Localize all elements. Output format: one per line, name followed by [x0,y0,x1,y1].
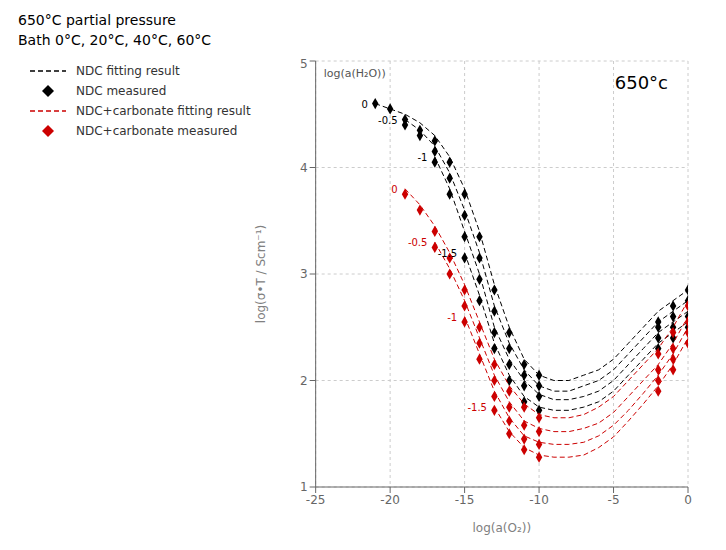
html-text:NDC fitting result: NDC fitting result [76,64,180,78]
svg-text:-1: -1 [417,152,427,163]
svg-text:5: 5 [300,57,308,71]
svg-text:0: 0 [391,184,397,195]
svg-text:0: 0 [684,493,692,507]
html-text:NDC measured: NDC measured [76,84,167,98]
html-text:NDC+carbonate measured: NDC+carbonate measured [76,124,238,138]
svg-text:-10: -10 [529,493,549,507]
html-text:NDC+carbonate fitting result: NDC+carbonate fitting result [76,104,251,118]
svg-text:-0.5: -0.5 [378,115,398,126]
svg-text:log(a(H₂O)): log(a(H₂O)) [324,67,386,80]
svg-text:-1.5: -1.5 [467,402,487,413]
svg-text:-0.5: -0.5 [408,237,428,248]
html-text:650°C partial pressure Bath 0°: 650°C partial pressure Bath 0°C, 20°C, 4… [18,12,212,48]
svg-text:-15: -15 [455,493,475,507]
svg-text:-1.5: -1.5 [438,248,458,259]
svg-text:log(a(O₂)): log(a(O₂)) [473,521,532,535]
svg-text:-1: -1 [447,312,457,323]
svg-text:-20: -20 [380,493,400,507]
svg-text:1: 1 [300,480,308,494]
svg-text:2: 2 [300,374,308,388]
svg-text:log(σ•T / Scm⁻¹): log(σ•T / Scm⁻¹) [254,225,268,323]
svg-text:-5: -5 [608,493,620,507]
svg-text:4: 4 [300,161,308,175]
svg-text:0: 0 [361,99,367,110]
svg-text:650°c: 650°c [615,72,668,93]
svg-text:-25: -25 [306,493,326,507]
svg-text:3: 3 [300,267,308,281]
